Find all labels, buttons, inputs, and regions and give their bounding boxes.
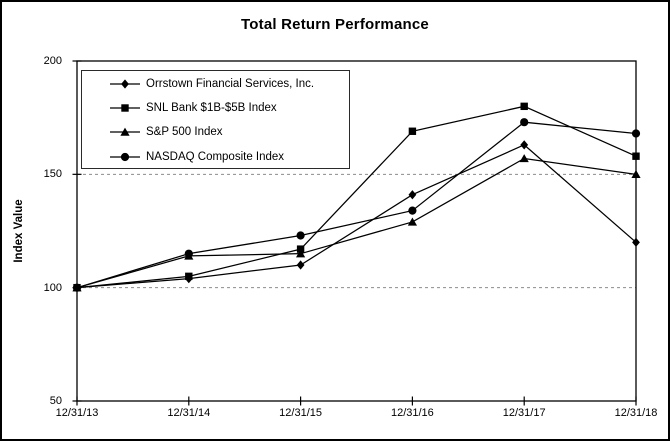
- triangle-marker-icon: [631, 169, 641, 179]
- y-tick-label: 150: [43, 168, 62, 181]
- y-tick-label: 50: [49, 395, 62, 407]
- circle-marker-icon: [72, 283, 82, 292]
- diamond-marker-icon: [408, 190, 417, 200]
- chart-title: Total Return Performance: [241, 16, 429, 33]
- circle-marker-icon: [520, 118, 529, 127]
- x-tick-label: 12/31/17: [502, 407, 546, 419]
- circle-marker-icon: [408, 206, 417, 215]
- x-tick-label: 12/31/14: [167, 407, 211, 419]
- legend-label: Orrstown Financial Services, Inc.: [146, 78, 315, 91]
- diamond-marker-icon: [632, 237, 640, 247]
- series-line-circle: [76, 121, 637, 289]
- square-marker-icon: [408, 127, 417, 135]
- triangle-marker-icon: [519, 154, 529, 163]
- y-tick-label: 100: [43, 281, 62, 294]
- legend-label: SNL Bank $1B-$5B Index: [146, 102, 277, 115]
- triangle-legend-key: [110, 128, 140, 137]
- legend-label: S&P 500 Index: [146, 126, 223, 139]
- square-legend-key: [110, 104, 140, 112]
- square-marker-icon: [632, 152, 640, 160]
- square-marker-icon: [121, 104, 129, 112]
- legend-item: SNL Bank $1B-$5B Index: [82, 96, 349, 120]
- x-tick-label: 12/31/18: [614, 407, 658, 419]
- legend-item: S&P 500 Index: [82, 120, 349, 144]
- diamond-marker-icon: [296, 260, 305, 270]
- triangle-marker-icon: [407, 217, 417, 226]
- circle-legend-key: [110, 152, 140, 161]
- square-marker-icon: [185, 272, 193, 281]
- series-line-triangle: [76, 157, 637, 289]
- diamond-marker-icon: [121, 79, 129, 89]
- x-tick-label: 12/31/13: [55, 407, 99, 419]
- legend-item: Orrstown Financial Services, Inc.: [82, 72, 349, 96]
- x-tick-label: 12/31/15: [279, 407, 322, 419]
- series-line-square: [76, 105, 637, 289]
- legend-item: NASDAQ Composite Index: [82, 145, 349, 169]
- square-marker-icon: [520, 102, 528, 111]
- circle-marker-icon: [184, 249, 193, 258]
- diamond-marker-icon: [520, 140, 529, 150]
- circle-marker-icon: [631, 129, 641, 138]
- plot-frame: [76, 60, 637, 402]
- y-tick-label: 200: [43, 55, 62, 67]
- diamond-legend-key: [110, 79, 140, 89]
- triangle-marker-icon: [296, 249, 306, 258]
- square-marker-icon: [296, 245, 305, 253]
- legend-label: NASDAQ Composite Index: [146, 150, 285, 163]
- legend: Orrstown Financial Services, Inc. SNL Ban…: [81, 70, 350, 169]
- triangle-marker-icon: [120, 128, 130, 137]
- x-tick-label: 12/31/16: [390, 407, 434, 419]
- circle-marker-icon: [296, 231, 305, 240]
- circle-marker-icon: [120, 152, 130, 161]
